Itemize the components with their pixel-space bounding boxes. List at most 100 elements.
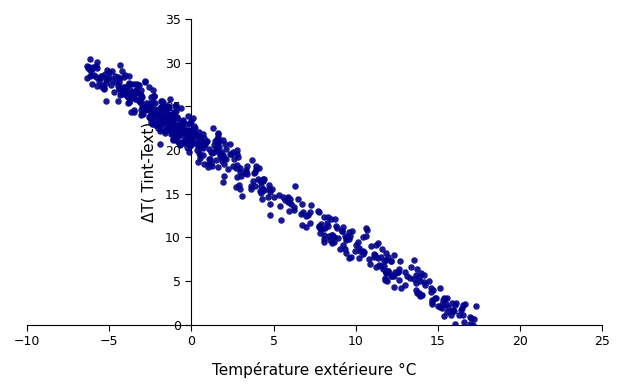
Point (402, 273, 412, 279)
Point (153, 125, 163, 131)
Point (341, 237, 351, 243)
Point (141, 100, 151, 107)
Point (282, 195, 292, 201)
Point (255, 178, 265, 184)
Point (231, 165, 241, 171)
Point (178, 127, 188, 133)
Point (247, 157, 257, 163)
Point (113, 97, 123, 103)
Point (176, 140, 186, 146)
Point (127, 91, 137, 97)
Point (457, 305, 467, 311)
Point (390, 269, 400, 275)
Point (442, 304, 452, 310)
Point (344, 236, 354, 242)
Point (412, 290, 422, 296)
Point (347, 229, 357, 235)
Point (424, 278, 434, 284)
Point (117, 67, 127, 74)
Point (329, 216, 339, 222)
Point (134, 82, 144, 88)
Point (132, 82, 142, 88)
Point (394, 277, 404, 283)
Point (208, 142, 218, 149)
Point (319, 232, 329, 238)
Point (240, 170, 250, 176)
Point (196, 144, 206, 151)
Point (170, 113, 180, 119)
Point (171, 108, 181, 114)
Point (387, 272, 397, 278)
Point (373, 255, 383, 261)
Point (267, 185, 277, 192)
Point (187, 142, 197, 148)
Point (316, 225, 326, 232)
Point (157, 109, 167, 115)
Point (122, 93, 132, 100)
Point (107, 82, 117, 89)
Point (173, 131, 183, 137)
Point (203, 164, 213, 171)
Point (450, 321, 460, 327)
Point (157, 99, 167, 105)
Point (188, 133, 198, 139)
Point (235, 165, 245, 171)
Point (165, 122, 175, 129)
Point (331, 223, 341, 229)
Point (157, 120, 167, 126)
Point (179, 127, 189, 133)
Point (454, 312, 464, 318)
Point (85, 67, 95, 73)
Point (283, 194, 293, 200)
Point (199, 135, 209, 142)
Point (237, 193, 247, 200)
Point (180, 132, 190, 138)
Point (156, 98, 166, 104)
Point (187, 134, 197, 140)
Point (305, 209, 315, 215)
Point (168, 129, 178, 135)
Point (427, 300, 437, 307)
Point (169, 109, 179, 115)
Point (208, 125, 218, 131)
Point (186, 118, 196, 124)
Point (156, 105, 166, 111)
Point (198, 145, 208, 151)
Point (163, 111, 173, 117)
Point (469, 316, 479, 322)
Point (140, 106, 150, 113)
Point (137, 104, 147, 111)
Point (427, 297, 437, 303)
Point (115, 62, 125, 68)
Point (155, 120, 165, 126)
Point (439, 313, 449, 319)
Point (436, 304, 446, 310)
Point (270, 194, 280, 201)
Point (97, 82, 107, 88)
Point (313, 208, 323, 214)
Point (341, 250, 351, 256)
Point (293, 196, 303, 202)
Point (203, 156, 213, 163)
Point (437, 305, 447, 311)
Point (420, 282, 430, 288)
Point (140, 79, 150, 85)
Point (136, 92, 146, 98)
Point (140, 78, 150, 84)
Point (87, 81, 97, 87)
Point (345, 233, 355, 239)
Point (145, 115, 155, 121)
Point (394, 266, 404, 272)
Point (468, 322, 478, 328)
Point (256, 190, 266, 196)
Point (203, 161, 213, 167)
Point (208, 163, 218, 169)
Point (188, 114, 198, 121)
Point (198, 138, 208, 145)
Point (144, 114, 154, 120)
Point (236, 173, 246, 180)
Point (415, 292, 425, 299)
Point (400, 269, 410, 275)
Point (170, 103, 180, 109)
Point (324, 236, 334, 243)
